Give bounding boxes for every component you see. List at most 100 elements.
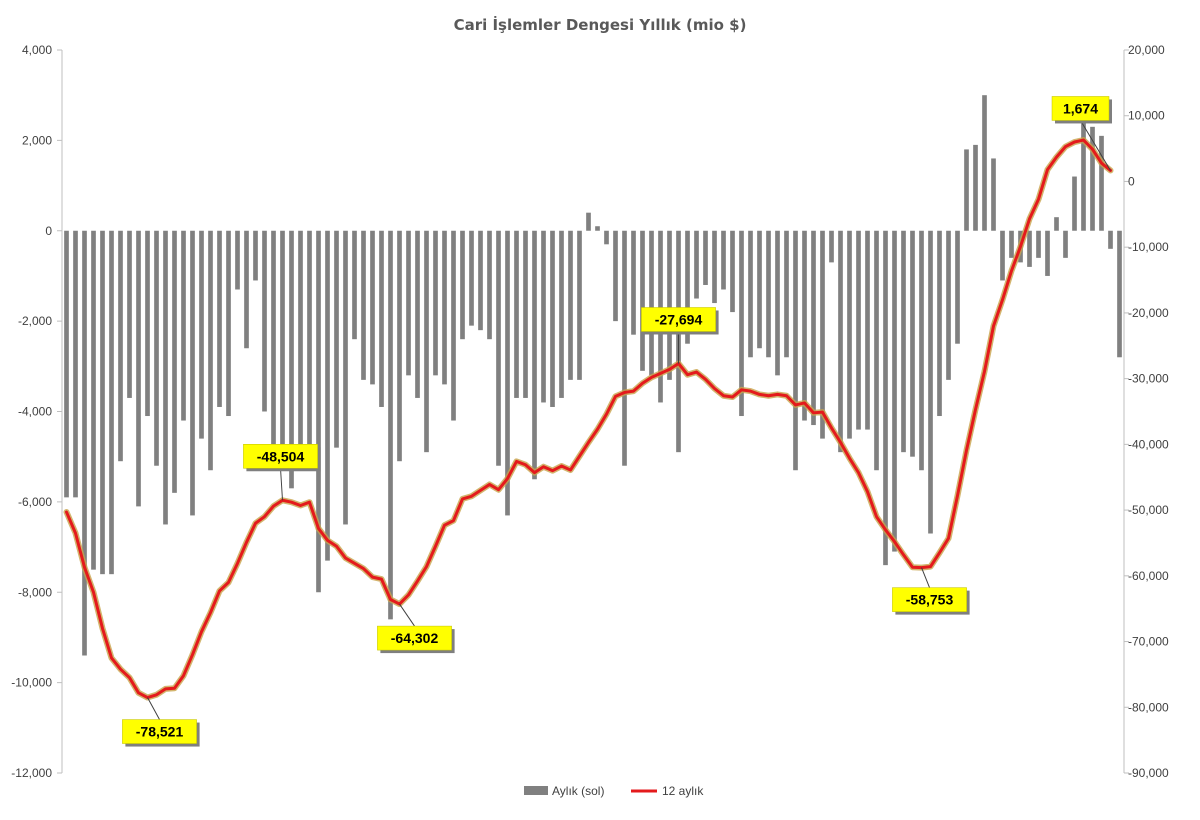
bar	[829, 230, 834, 263]
callout-box	[122, 719, 197, 744]
bar	[757, 230, 762, 349]
left-axis: -12,000 -10,000 -8,000 -6,000 -4,000 -2,000 0 2…	[11, 43, 63, 780]
bar	[208, 230, 213, 471]
bar	[856, 230, 861, 430]
bar	[352, 230, 357, 340]
bar	[82, 230, 87, 656]
bar	[586, 212, 591, 231]
bar	[280, 230, 285, 466]
bar	[577, 230, 582, 380]
bar	[523, 230, 528, 398]
bar	[982, 95, 987, 231]
bar	[1000, 230, 1005, 281]
legend-label-bar: Aylık (sol)	[552, 784, 604, 798]
left-tick-label: -10,000	[11, 676, 52, 690]
bar	[964, 149, 969, 231]
bar	[127, 230, 132, 398]
bar	[244, 230, 249, 349]
bar	[937, 230, 942, 417]
right-tick-label: 10,000	[1128, 109, 1165, 123]
callouts: -78,521 -48,504 -64,302 -27,694 -58,753 1,674	[122, 96, 1112, 747]
callout-label: -48,504	[257, 448, 305, 464]
bar	[667, 230, 672, 380]
bar	[685, 230, 690, 344]
callout-label: -27,694	[655, 311, 703, 327]
bar	[424, 230, 429, 453]
callout-leader	[399, 603, 415, 627]
bar	[496, 230, 501, 466]
line-series	[63, 137, 1114, 701]
bar	[1009, 230, 1014, 258]
legend-swatch-bar	[524, 786, 548, 795]
right-axis: -90,000 -80,000 -70,000 -60,000 -50,000 -40,0…	[1123, 43, 1169, 780]
bar	[595, 226, 600, 231]
right-tick-label: -10,000	[1128, 240, 1169, 254]
right-tick-label: -30,000	[1128, 372, 1169, 386]
bar	[901, 230, 906, 453]
bar	[415, 230, 420, 398]
bar	[991, 158, 996, 231]
bar	[568, 230, 573, 380]
bar	[109, 230, 114, 575]
bar	[865, 230, 870, 430]
callout-label: 1,674	[1063, 100, 1098, 116]
left-tick-label: 0	[45, 224, 52, 238]
right-tick-label: -60,000	[1128, 569, 1169, 583]
bar	[478, 230, 483, 331]
bar	[334, 230, 339, 448]
bar	[253, 230, 258, 281]
left-tick-label: -4,000	[18, 405, 52, 419]
bar	[838, 230, 843, 453]
bar	[910, 230, 915, 457]
bar	[307, 230, 312, 466]
callout-box	[1051, 96, 1110, 121]
bar	[784, 230, 789, 358]
bar	[505, 230, 510, 516]
bar	[370, 230, 375, 385]
bar	[631, 230, 636, 335]
bar	[172, 230, 177, 493]
bar	[712, 230, 717, 304]
bar	[775, 230, 780, 376]
legend-label-line: 12 aylık	[662, 784, 704, 798]
bar	[604, 230, 609, 245]
bar	[541, 230, 546, 403]
left-tick-label: 2,000	[22, 133, 52, 147]
right-tick-label: -20,000	[1128, 306, 1169, 320]
left-tick-label: 4,000	[22, 43, 52, 57]
bar	[145, 230, 150, 417]
bar	[289, 230, 294, 489]
bar	[397, 230, 402, 462]
bar	[1117, 230, 1122, 358]
chart-title: Cari İşlemler Dengesi Yıllık (mio $)	[454, 15, 747, 34]
right-tick-label: 20,000	[1128, 43, 1165, 57]
bar	[1027, 230, 1032, 267]
bar	[100, 230, 105, 575]
bar	[64, 230, 69, 498]
bar	[1108, 230, 1113, 249]
callout-box	[641, 307, 716, 332]
bar	[460, 230, 465, 340]
bar	[226, 230, 231, 417]
left-tick-label: -12,000	[11, 766, 52, 780]
bar	[847, 230, 852, 439]
callout-box	[243, 444, 318, 469]
callout-label: -64,302	[391, 630, 439, 646]
callout-leader	[280, 468, 283, 501]
bar	[766, 230, 771, 358]
bar	[1081, 117, 1086, 231]
bar	[316, 230, 321, 593]
bar	[721, 230, 726, 290]
callout-leader	[1080, 120, 1111, 171]
bar	[154, 230, 159, 466]
bar	[91, 230, 96, 570]
bar	[181, 230, 186, 421]
bar	[406, 230, 411, 376]
bar	[190, 230, 195, 516]
bar	[694, 230, 699, 299]
bar	[739, 230, 744, 417]
bar	[955, 230, 960, 344]
callout-leader	[921, 567, 930, 588]
bar	[532, 230, 537, 480]
